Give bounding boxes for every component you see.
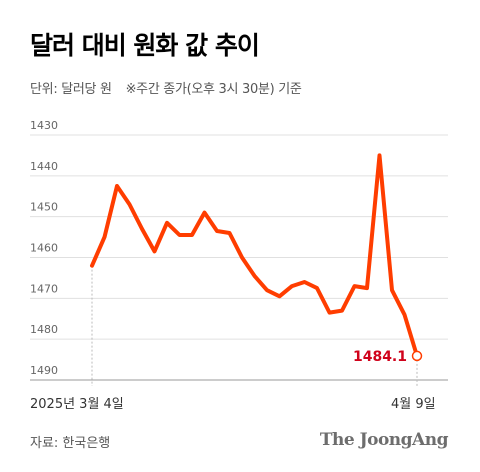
y-tick-label: 1480 [30,323,58,336]
end-value-label: 1484.1 [353,349,407,365]
y-tick-label: 1430 [30,119,58,132]
source-label: 자료: 한국은행 [30,436,111,451]
y-tick-label: 1470 [30,282,58,295]
y-tick-label: 1460 [30,242,58,255]
unit-label: 단위: 달러당 원 [30,82,112,97]
end-point-marker [411,350,423,362]
chart-subtitle: 단위: 달러당 원 ※주간 종가(오후 3시 30분) 기준 [30,78,302,97]
basis-note: ※주간 종가(오후 3시 30분) 기준 [125,82,302,97]
brand-logo: The JoongAng [319,430,449,450]
x-tick-label: 2025년 3월 4일 [30,397,124,412]
y-tick-label: 1440 [30,160,58,173]
y-tick-label: 1450 [30,201,58,214]
y-tick-label: 1490 [30,364,58,377]
series-line [90,153,419,358]
page-title: 달러 대비 원화 값 추이 [30,31,260,60]
x-tick-label: 4월 9일 [391,397,436,412]
